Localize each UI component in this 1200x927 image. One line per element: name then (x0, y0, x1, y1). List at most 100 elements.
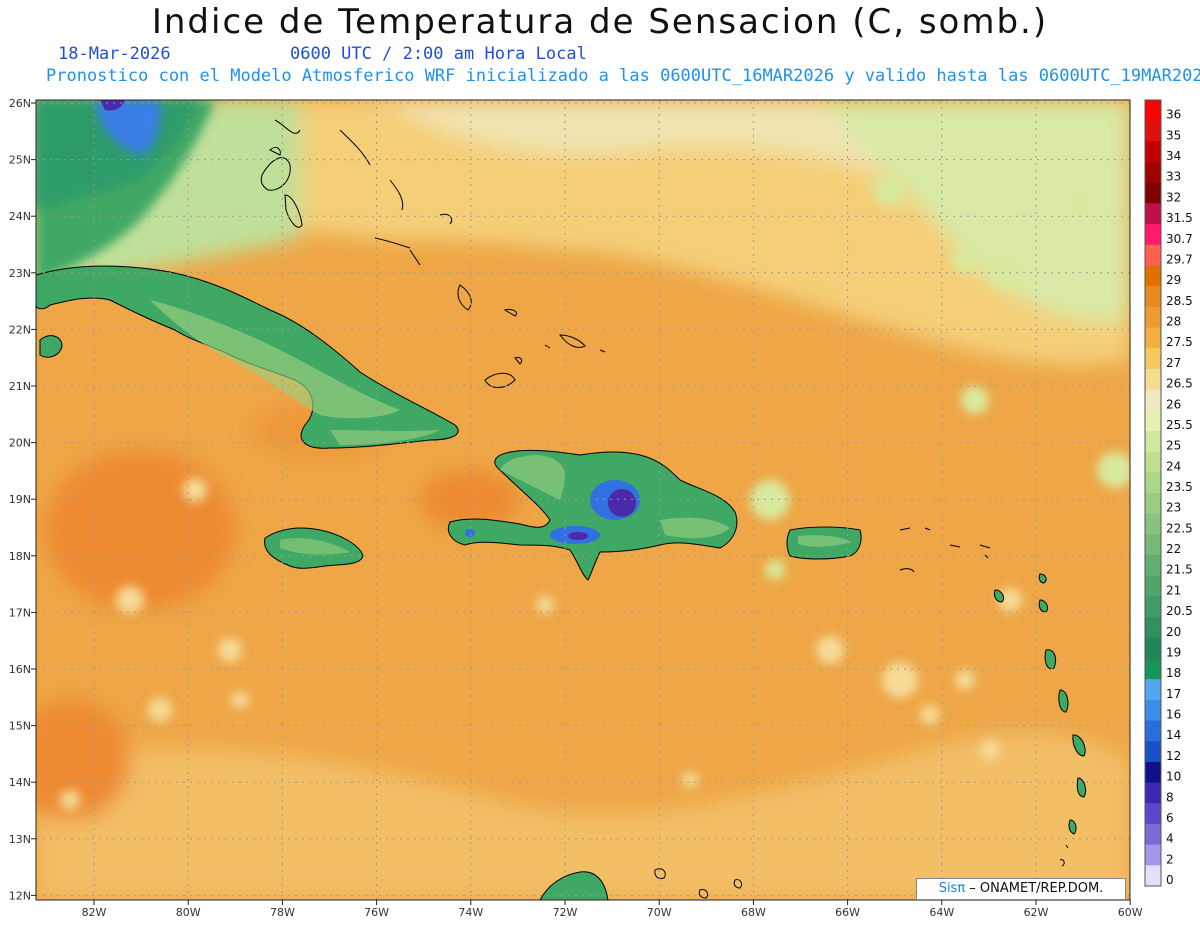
colorbar-swatch (1145, 844, 1161, 866)
lon-label: 78W (270, 906, 295, 919)
colorbar-frame (1144, 99, 1162, 887)
colorbar-swatch (1145, 534, 1161, 556)
colorbar-swatch (1145, 699, 1161, 722)
colorbar-label: 20 (1166, 625, 1181, 639)
colorbar-swatch (1145, 803, 1161, 825)
colorbar-label: 21.5 (1166, 563, 1193, 577)
lon-label: 76W (364, 906, 389, 919)
south-american-coast (539, 871, 609, 900)
colorbar-swatch (1145, 389, 1161, 411)
colorbar-label: 23 (1166, 501, 1181, 515)
lat-label: 14N (9, 776, 31, 789)
lat-label: 17N (9, 606, 31, 619)
colorbar-swatch (1145, 493, 1161, 515)
colorbar-label: 19 (1166, 645, 1181, 659)
colorbar-swatch (1145, 286, 1161, 308)
colorbar-label: 16 (1166, 708, 1181, 722)
lon-label: 68W (741, 906, 766, 919)
colorbar-label: 20.5 (1166, 604, 1193, 618)
field-layer (36, 100, 1130, 900)
colorbar-swatch (1145, 617, 1161, 639)
colorbar-swatch (1145, 823, 1161, 846)
forecast-time: 0600 UTC / 2:00 am Hora Local (290, 44, 587, 64)
colorbar-swatch (1145, 224, 1161, 246)
colorbar-label: 36 (1166, 108, 1181, 122)
colorbar-label: 27 (1166, 356, 1181, 370)
lat-label: 21N (9, 380, 31, 393)
lon-label: 82W (82, 906, 107, 919)
lon-label: 66W (835, 906, 860, 919)
colorbar-swatch (1145, 741, 1161, 763)
colorbar-label: 33 (1166, 170, 1181, 184)
colorbar-label: 14 (1166, 728, 1181, 742)
colorbar-label: 31.5 (1166, 211, 1193, 225)
colorbar-swatch (1145, 327, 1161, 349)
lesser-antilles (993, 573, 1087, 835)
colorbar-label: 12 (1166, 749, 1181, 763)
cordillera-central (465, 480, 640, 544)
lon-label: 62W (1024, 906, 1049, 919)
colorbar-label: 8 (1166, 790, 1174, 804)
colorbar-swatch (1145, 430, 1161, 453)
colorbar-swatch (1145, 182, 1161, 204)
lat-label: 25N (9, 154, 31, 167)
colorbar-label: 34 (1166, 149, 1181, 163)
colorbar-swatch (1145, 865, 1161, 887)
colorbar-swatch (1145, 575, 1161, 597)
map-frame (35, 99, 1131, 901)
bahamas-islands (260, 119, 606, 388)
colorbar-label: 28 (1166, 315, 1181, 329)
credit-box: Sisπ – ONAMET/REP.DOM. (916, 878, 1126, 900)
credit-text: – ONAMET/REP.DOM. (965, 881, 1104, 896)
colorbar-swatch (1145, 100, 1161, 122)
lat-label: 16N (9, 663, 31, 676)
lat-label: 22N (9, 323, 31, 336)
lat-label: 12N (9, 889, 31, 902)
latitude-labels: 26N 25N 24N 23N 22N 21N 20N 19N 18N 17N 16N 15N 14N 1… (9, 97, 36, 902)
colorbar: 363534333231.530.729.72928.52827.52726.5… (1144, 99, 1193, 887)
colorbar-swatch (1145, 782, 1161, 804)
colorbar-label: 18 (1166, 666, 1181, 680)
colorbar-swatch (1145, 637, 1161, 659)
lat-label: 15N (9, 720, 31, 733)
lat-label: 23N (9, 267, 31, 280)
lat-label: 26N (9, 97, 31, 110)
colorbar-swatch (1145, 203, 1161, 225)
colorbar-label: 28.5 (1166, 294, 1193, 308)
colorbar-swatch (1145, 120, 1161, 142)
colorbar-label: 27.5 (1166, 335, 1193, 349)
lat-label: 13N (9, 833, 31, 846)
colorbar-swatch (1145, 306, 1161, 329)
colorbar-label: 25.5 (1166, 418, 1193, 432)
colorbar-label: 32 (1166, 190, 1181, 204)
colorbar-swatch (1145, 451, 1161, 473)
lat-label: 19N (9, 493, 31, 506)
colorbar-label: 22.5 (1166, 521, 1193, 535)
lon-label: 70W (647, 906, 672, 919)
colorbar-label: 2 (1166, 852, 1174, 866)
colorbar-swatch (1145, 658, 1161, 680)
colorbar-label: 0 (1166, 873, 1174, 887)
lat-label: 24N (9, 210, 31, 223)
colorbar-swatch (1145, 596, 1161, 618)
colorbar-label: 4 (1166, 832, 1174, 846)
colorbar-label: 29.7 (1166, 252, 1193, 266)
colorbar-swatch (1145, 410, 1161, 432)
colorbar-label: 23.5 (1166, 480, 1193, 494)
colorbar-swatch (1145, 472, 1161, 494)
colorbar-label: 29 (1166, 273, 1181, 287)
sispi-logo: Sisπ (938, 881, 966, 896)
colorbar-label: 17 (1166, 687, 1181, 701)
colorbar-label: 10 (1166, 770, 1181, 784)
florida-region (36, 100, 215, 280)
colorbar-swatch (1145, 244, 1161, 266)
colorbar-swatch (1145, 513, 1161, 535)
lon-label: 72W (553, 906, 578, 919)
colorbar-swatch (1145, 162, 1161, 184)
colorbar-swatch (1145, 141, 1161, 163)
lat-label: 18N (9, 550, 31, 563)
colorbar-label: 26 (1166, 397, 1181, 411)
colorbar-swatch (1145, 761, 1161, 784)
colorbar-label: 22 (1166, 542, 1181, 556)
colorbar-label: 25 (1166, 439, 1181, 453)
